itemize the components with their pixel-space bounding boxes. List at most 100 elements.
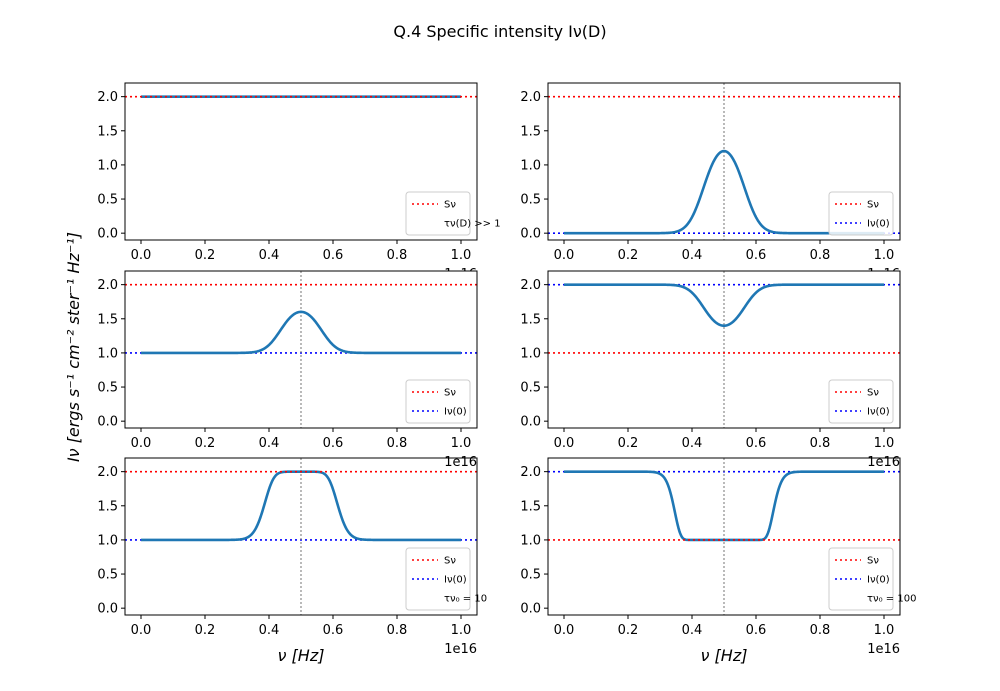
x-tick-label: 0.0 xyxy=(554,436,575,451)
legend-entry: Sν xyxy=(867,388,879,399)
legend-box xyxy=(828,379,894,424)
y-tick-label: 2.0 xyxy=(97,278,118,293)
legend-entry: Iν(0) xyxy=(867,407,890,418)
y-tick-label: 2.0 xyxy=(97,90,118,105)
y-tick-label: 1.5 xyxy=(97,124,118,139)
y-axis-label: Iν [ergs s⁻¹ cm⁻² ster⁻¹ Hz⁻¹] xyxy=(64,232,83,462)
axes-frame xyxy=(547,270,901,429)
legend-entry: Sν xyxy=(444,200,456,211)
plot-content xyxy=(125,271,477,428)
x-tick-label: 0.6 xyxy=(323,436,344,451)
legend: Sν Iν(0) τν₀ = 10 xyxy=(405,547,487,611)
y-tick-label: 0.5 xyxy=(520,381,541,396)
legend-box xyxy=(405,379,471,424)
legend-entry: Iν(0) xyxy=(867,219,890,230)
y-tick-label: 2.0 xyxy=(97,465,118,480)
axes-frame xyxy=(124,270,478,429)
y-tick-label: 0.0 xyxy=(97,415,118,430)
y-tick-label: 0.5 xyxy=(97,568,118,583)
legend-entry: Sν xyxy=(444,388,456,399)
x-tick-label: 1.0 xyxy=(451,623,472,638)
x-tick-label: 1.0 xyxy=(874,248,895,263)
y-tick-label: 0.0 xyxy=(97,602,118,617)
x-axis-label-right: ν [Hz] xyxy=(701,646,748,665)
x-tick-label: 0.4 xyxy=(259,248,280,263)
x-tick-label: 0.2 xyxy=(618,623,639,638)
y-tick-label: 1.5 xyxy=(97,312,118,327)
y-tick-label: 0.5 xyxy=(520,193,541,208)
legend: Sν Iν(0) τν₀ = 100 xyxy=(828,547,916,611)
legend: Sν τν(D) >> 1 xyxy=(405,191,501,236)
x-tick-label: 0.6 xyxy=(746,623,767,638)
x-tick-label: 1.0 xyxy=(874,436,895,451)
axes-frame xyxy=(124,457,478,616)
x-tick-label: 0.2 xyxy=(195,248,216,263)
plot-content xyxy=(125,458,477,615)
figure-title: Q.4 Specific intensity Iν(D) xyxy=(393,22,606,41)
x-tick-label: 0.4 xyxy=(682,248,703,263)
y-tick-label: 1.0 xyxy=(520,158,541,173)
legend-entry: Sν xyxy=(867,556,879,567)
intensity-curve xyxy=(563,283,885,328)
plot-content xyxy=(548,271,900,428)
axes-frame xyxy=(547,457,901,616)
x-tick-label: 0.0 xyxy=(131,623,152,638)
intensity-curve xyxy=(140,310,462,355)
y-tick-label: 0.0 xyxy=(520,415,541,430)
x-tick-label: 0.0 xyxy=(554,623,575,638)
x-offset-label: 1e16 xyxy=(444,642,477,657)
axes-frame xyxy=(547,82,901,241)
x-tick-label: 0.0 xyxy=(131,436,152,451)
x-tick-label: 0.8 xyxy=(810,248,831,263)
x-tick-label: 0.6 xyxy=(746,248,767,263)
y-tick-label: 1.0 xyxy=(97,533,118,548)
plot-content xyxy=(548,458,900,615)
subplot-bottom-right: 0.0 0.2 0.4 0.6 0.8 1.0 0.0 0.5 1.0 1.5 2.0 1e16 Sν I… xyxy=(520,457,916,657)
legend-box xyxy=(405,191,471,236)
x-tick-label: 0.0 xyxy=(131,248,152,263)
y-tick-label: 2.0 xyxy=(520,90,541,105)
x-tick-label: 0.2 xyxy=(618,436,639,451)
x-tick-label: 0.4 xyxy=(259,623,280,638)
y-tick-label: 0.5 xyxy=(97,381,118,396)
legend: Sν Iν(0) xyxy=(828,379,894,424)
y-tick-label: 1.0 xyxy=(520,346,541,361)
y-tick-label: 1.5 xyxy=(520,124,541,139)
x-tick-label: 0.2 xyxy=(618,248,639,263)
y-tick-label: 0.0 xyxy=(520,227,541,242)
x-tick-label: 0.6 xyxy=(323,623,344,638)
x-tick-label: 1.0 xyxy=(451,436,472,451)
legend-entry: τν₀ = 100 xyxy=(867,594,916,605)
x-tick-label: 0.4 xyxy=(259,436,280,451)
y-tick-label: 1.5 xyxy=(520,312,541,327)
y-tick-label: 2.0 xyxy=(520,465,541,480)
x-tick-label: 0.8 xyxy=(387,436,408,451)
y-tick-label: 0.0 xyxy=(97,227,118,242)
y-tick-label: 1.0 xyxy=(97,346,118,361)
subplot-middle-right: 0.0 0.2 0.4 0.6 0.8 1.0 0.0 0.5 1.0 1.5 2.0 1e16 Sν I… xyxy=(520,270,901,470)
legend-entry: Sν xyxy=(867,200,879,211)
y-tick-label: 0.0 xyxy=(520,602,541,617)
legend-entry: Iν(0) xyxy=(867,575,890,586)
x-tick-label: 0.0 xyxy=(554,248,575,263)
y-tick-label: 0.5 xyxy=(520,568,541,583)
x-tick-label: 0.4 xyxy=(682,436,703,451)
legend-entry: τν(D) >> 1 xyxy=(444,219,501,230)
legend-entry: Sν xyxy=(444,556,456,567)
subplot-grid: 0.0 0.2 0.4 0.6 0.8 1.0 0.0 0.5 1.0 1.5 2.0 1e16 Sν I… xyxy=(97,82,916,657)
subplot-middle-left: 0.0 0.2 0.4 0.6 0.8 1.0 0.0 0.5 1.0 1.5 2.0 1e16 Sν I… xyxy=(97,270,478,470)
x-tick-label: 1.0 xyxy=(874,623,895,638)
y-tick-label: 1.0 xyxy=(97,158,118,173)
x-tick-label: 1.0 xyxy=(451,248,472,263)
x-offset-label: 1e16 xyxy=(867,455,900,470)
x-offset-label: 1e16 xyxy=(444,455,477,470)
x-tick-label: 0.8 xyxy=(387,623,408,638)
x-offset-label: 1e16 xyxy=(867,642,900,657)
y-tick-label: 1.0 xyxy=(520,533,541,548)
y-tick-label: 1.5 xyxy=(97,499,118,514)
legend-box xyxy=(828,191,894,236)
legend-entry: τν₀ = 10 xyxy=(444,594,487,605)
subplot-top-right: 0.00.20.40.60.81.00.00.51.01.52.01e16SνI… xyxy=(520,82,901,282)
legend-entry: Iν(0) xyxy=(444,407,467,418)
subplot-bottom-left: 0.0 0.2 0.4 0.6 0.8 1.0 0.0 0.5 1.0 1.5 2.0 1e16 Sν I… xyxy=(97,457,487,657)
